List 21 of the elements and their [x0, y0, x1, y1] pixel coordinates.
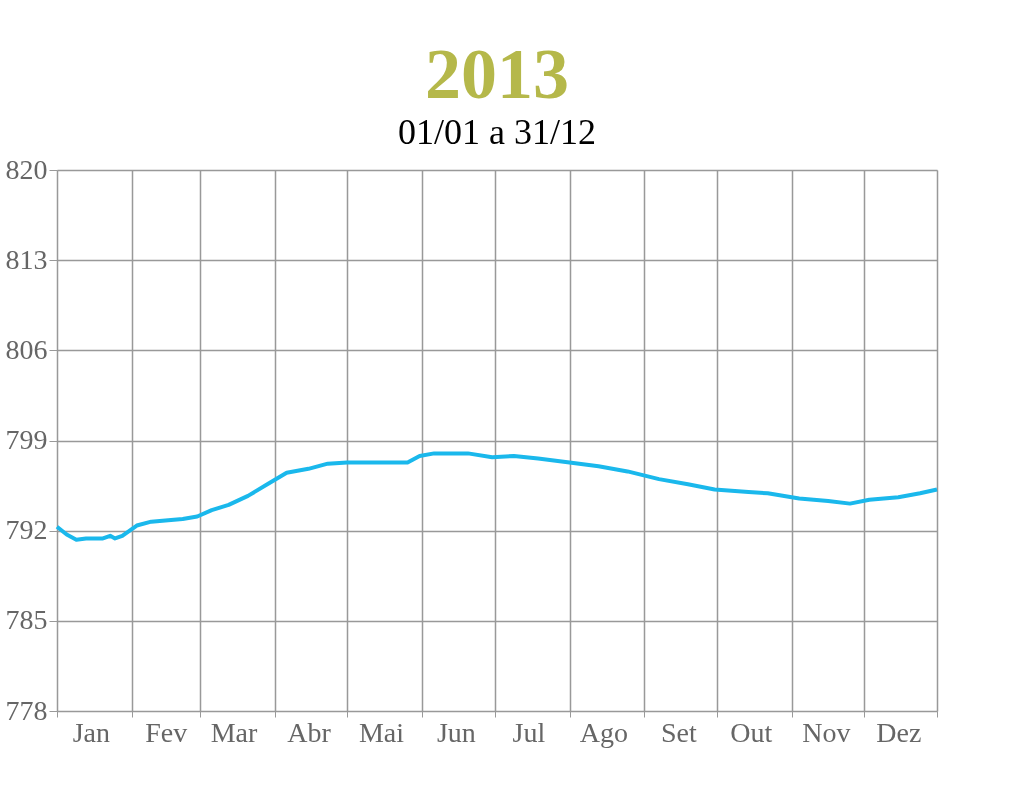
chart-title: 2013: [425, 34, 569, 114]
x-tick-label: Mar: [210, 716, 258, 748]
y-tick-label: 785: [5, 604, 48, 636]
x-tick-label: Set: [660, 716, 697, 748]
x-tick-label: Abr: [287, 716, 332, 748]
x-tick-label: Jan: [72, 716, 111, 748]
y-tick-label: 813: [5, 243, 48, 275]
x-tick-label: Mai: [358, 716, 405, 748]
y-tick-label: 820: [5, 153, 48, 185]
y-tick-label: 792: [5, 514, 48, 546]
chart-subtitle: 01/01 a 31/12: [398, 112, 596, 152]
x-tick-label: Jul: [512, 716, 546, 748]
x-tick-label: Jun: [436, 716, 476, 748]
x-tick-label: Nov: [802, 716, 851, 748]
x-tick-label: Dez: [876, 716, 922, 748]
y-tick-label: 806: [5, 333, 48, 365]
x-tick-label: Fev: [145, 716, 188, 748]
y-tick-label: 799: [5, 424, 48, 455]
y-tick-label: 778: [5, 694, 48, 726]
x-tick-label: Out: [730, 716, 773, 748]
x-tick-label: Ago: [579, 716, 628, 748]
